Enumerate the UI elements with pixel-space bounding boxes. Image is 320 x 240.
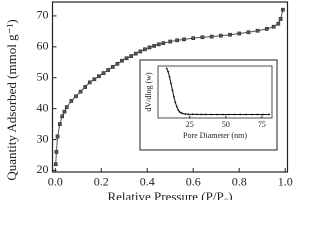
data-point [180,111,182,114]
data-point [196,113,198,116]
data-point [143,47,147,52]
data-point [87,80,92,85]
data-point [210,113,213,116]
data-point [209,34,214,39]
data-point [256,113,259,116]
data-point [264,27,269,31]
data-point [64,105,69,109]
data-point [54,150,59,154]
data-point [278,17,283,21]
data-point [133,51,138,56]
data-point [268,113,271,116]
data-point [62,109,67,114]
y-tick-label: 30 [37,131,49,145]
data-point [58,122,62,126]
data-point [175,105,178,108]
data-point [129,54,133,58]
data-point [120,58,124,63]
data-point [168,39,173,44]
data-point [147,45,152,50]
data-point [69,99,74,103]
data-point [106,68,110,72]
y-tick-label: 20 [37,162,49,176]
data-point [170,82,172,85]
data-point [168,75,171,78]
data-point [53,162,58,167]
inset-plot-frame [157,65,273,119]
data-point [281,7,285,12]
x-tick-label: 0.6 [186,175,201,189]
data-point [152,44,156,48]
x-tick-label: 1.0 [278,175,293,189]
data-point [271,24,276,29]
y-tick-label: 50 [37,69,49,83]
x-tick-label: 0.2 [94,175,109,189]
x-axis-label: Relative Pressure (P/P₀) [107,189,232,200]
data-point [239,113,242,116]
data-point [167,70,170,73]
data-point [276,21,281,26]
data-point [216,113,219,116]
data-point [181,112,184,115]
chart: Relative Pressure (P/P₀) Quantity Adsorb… [3,1,293,200]
data-point [182,37,186,42]
data-point [110,65,115,69]
data-point [175,38,179,43]
data-point [204,113,207,116]
x-tick-label: 25 [186,120,194,129]
plot-frame [51,1,289,173]
data-point [74,94,78,99]
data-point [218,33,223,38]
data-point [138,49,143,54]
data-point [245,113,247,116]
x-tick-label: 0.4 [140,175,155,189]
inset-frame [139,59,278,151]
data-point [165,67,168,70]
data-point [184,113,187,115]
data-point [161,41,166,45]
x-tick-label: 75 [258,120,266,129]
data-point [171,89,174,92]
data-point [156,42,161,47]
data-point [78,89,83,94]
y-tick-label: 40 [37,100,49,114]
data-point [55,134,60,139]
data-point [237,31,242,36]
data-point [174,101,177,104]
data-point [191,36,196,41]
data-point [172,95,175,98]
data-point [262,113,265,116]
data-point [60,114,65,119]
data-point [92,77,97,82]
data-point [227,113,230,116]
data-point [191,113,194,116]
data-point [233,113,236,116]
data-point [255,28,260,33]
y-tick-label: 60 [37,39,49,53]
data-point [97,74,101,79]
data-point [83,85,88,89]
data-point [200,35,205,40]
data-point [228,32,232,37]
y-axis-label: Quantity Adsorbed (mmol g⁻¹) [4,19,19,180]
data-point [124,56,129,61]
inset-y-label: dV/dlog (w) [144,72,153,112]
data-point [115,61,120,66]
data-point [246,30,251,35]
y-tick-label: 70 [37,8,49,22]
data-point [250,113,253,116]
data-point [222,113,224,116]
inset-x-label: Pore Diameter (nm) [183,131,247,140]
x-tick-label: 50 [222,120,230,129]
x-tick-label: 0.8 [232,175,247,189]
data-point [187,113,190,116]
x-tick-label: 0.0 [48,175,63,189]
data-point [177,109,180,111]
data-point [178,110,181,113]
data-point [101,71,106,75]
data-point [200,113,203,116]
